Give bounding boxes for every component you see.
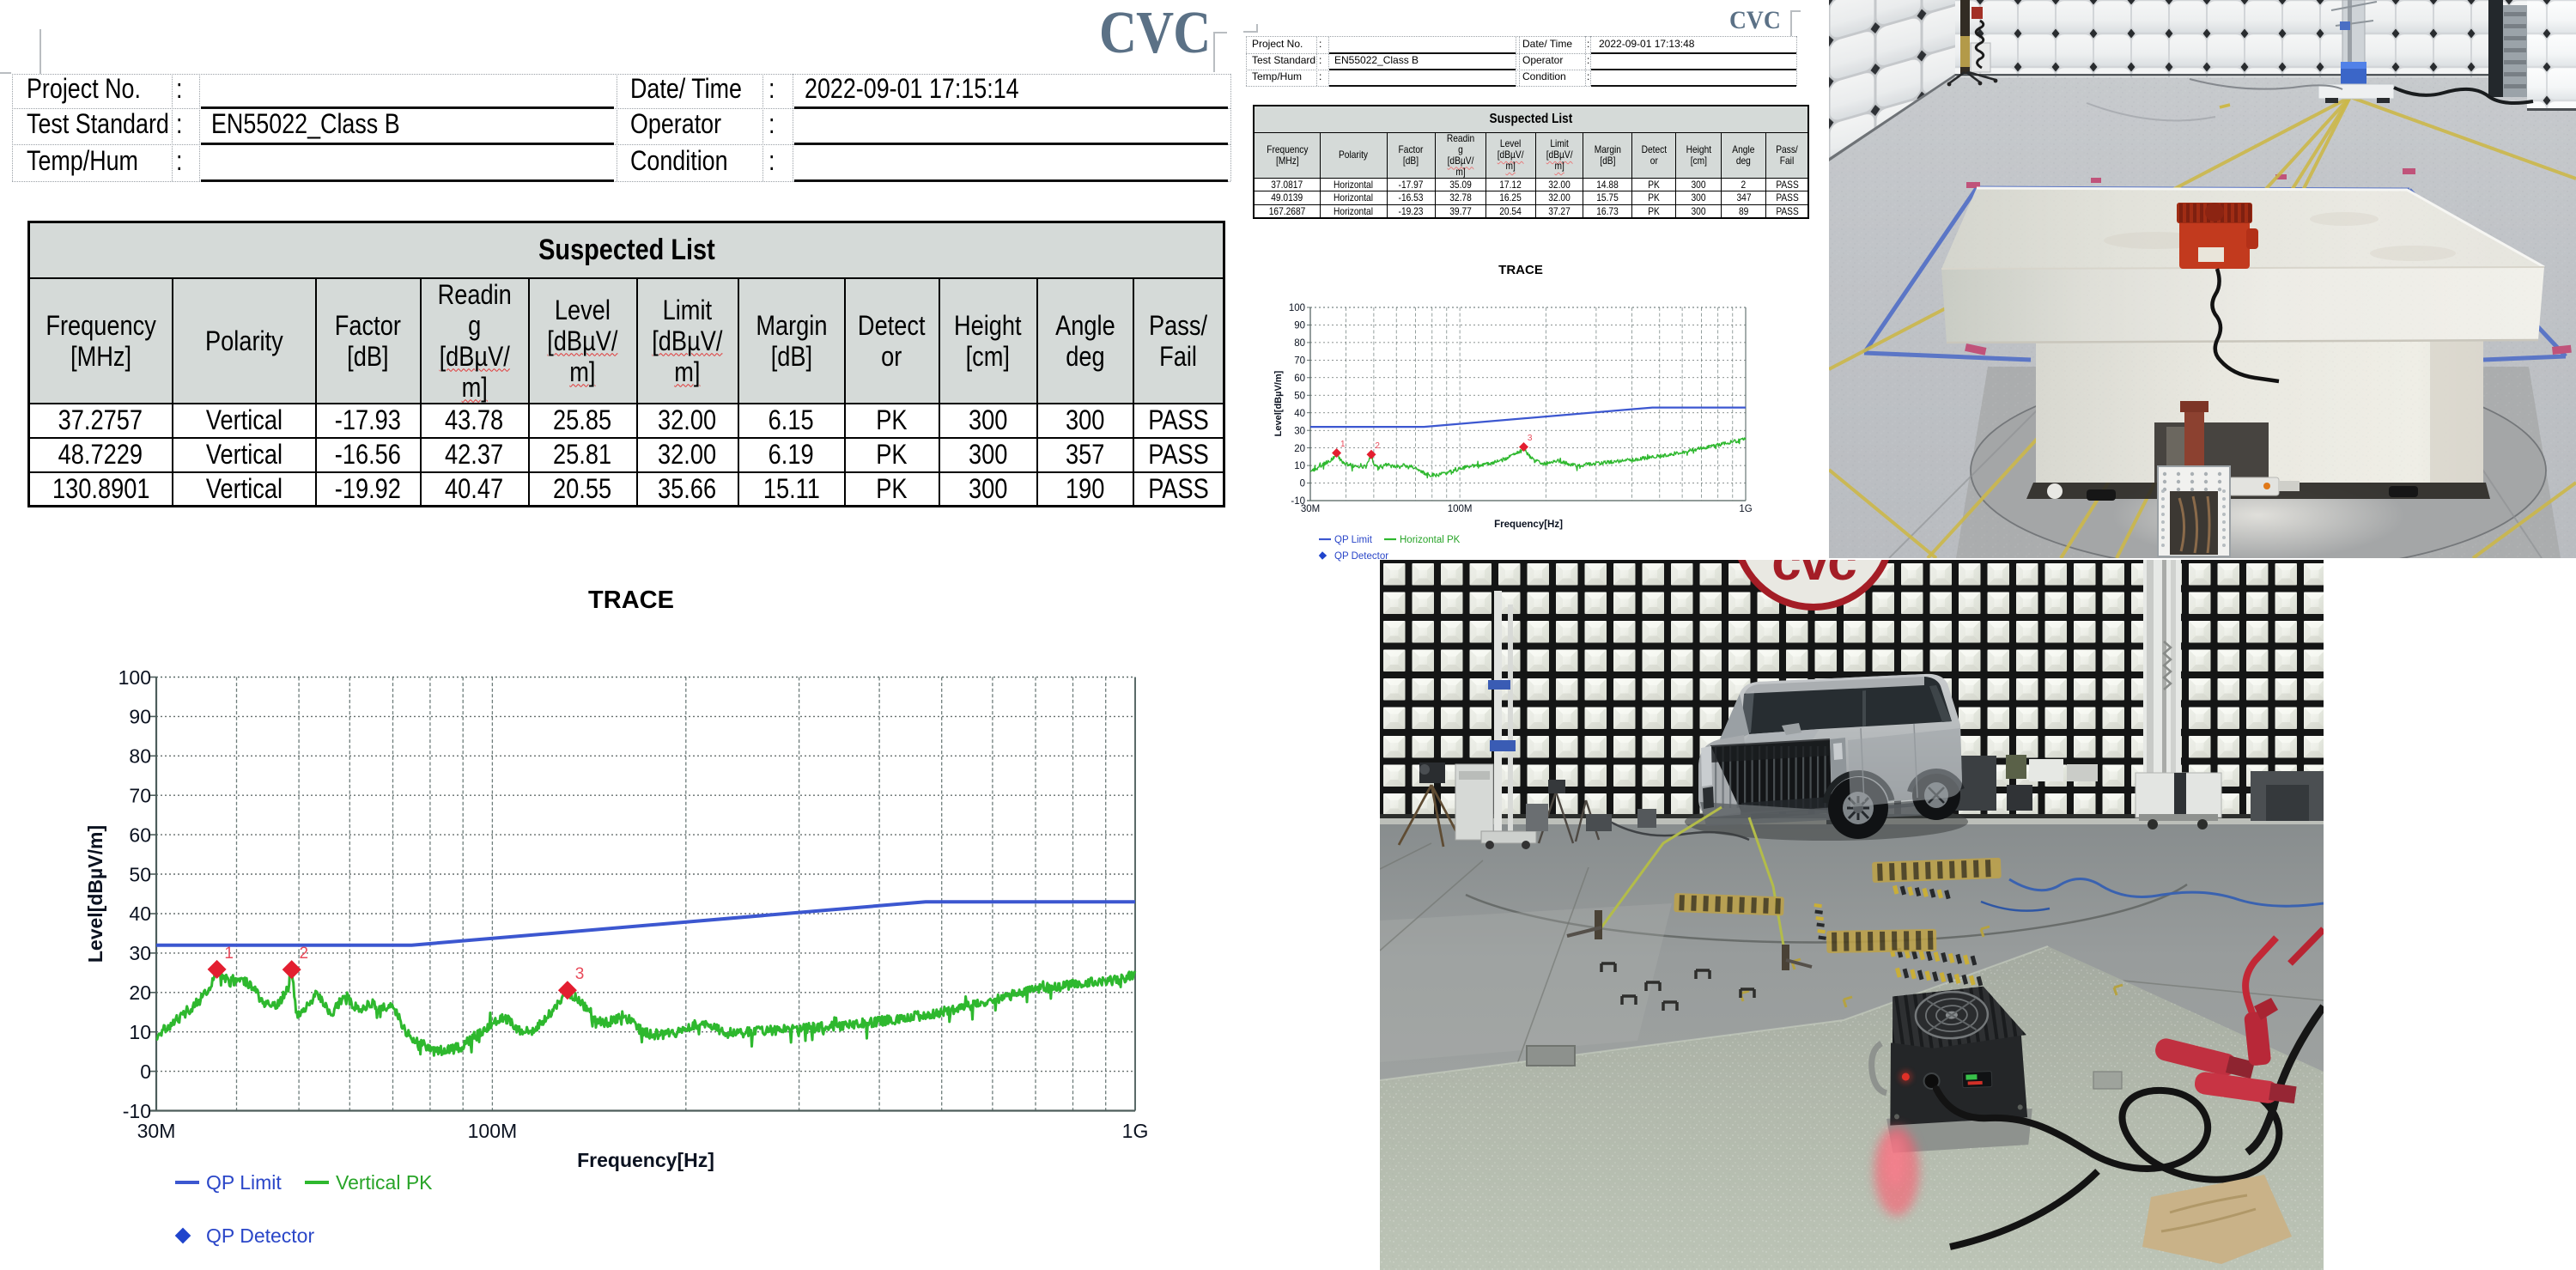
svg-text:cvc: cvc bbox=[1771, 560, 1856, 592]
svg-text:60: 60 bbox=[129, 823, 151, 846]
svg-text:1: 1 bbox=[224, 945, 234, 963]
svg-text:Level[dBµV/m]: Level[dBµV/m] bbox=[1273, 370, 1284, 436]
svg-text:1: 1 bbox=[1340, 440, 1346, 449]
svg-text:90: 90 bbox=[1294, 321, 1305, 331]
svg-text:Frequency[Hz]: Frequency[Hz] bbox=[577, 1149, 714, 1171]
svg-text:80: 80 bbox=[129, 745, 151, 768]
svg-text:QP Detector: QP Detector bbox=[206, 1224, 314, 1247]
svg-text:50: 50 bbox=[129, 863, 151, 885]
svg-text:90: 90 bbox=[129, 706, 151, 728]
svg-text:QP Limit: QP Limit bbox=[1334, 535, 1373, 545]
svg-text:0: 0 bbox=[140, 1060, 151, 1083]
svg-text:3: 3 bbox=[575, 965, 585, 983]
svg-text:30: 30 bbox=[129, 942, 151, 964]
svg-text:Vertical PK: Vertical PK bbox=[336, 1171, 433, 1194]
svg-text:0: 0 bbox=[1300, 479, 1305, 489]
svg-text:10: 10 bbox=[1294, 461, 1305, 471]
svg-text:QP Limit: QP Limit bbox=[206, 1171, 282, 1194]
svg-text:1G: 1G bbox=[1739, 504, 1752, 514]
svg-text:1G: 1G bbox=[1122, 1120, 1149, 1142]
svg-text:Horizontal PK: Horizontal PK bbox=[1400, 535, 1461, 545]
svg-text:30M: 30M bbox=[137, 1120, 176, 1142]
svg-text:-10: -10 bbox=[1291, 496, 1305, 507]
svg-text:40: 40 bbox=[1294, 409, 1305, 419]
svg-text:20: 20 bbox=[1294, 444, 1305, 454]
svg-text:2: 2 bbox=[1375, 441, 1380, 451]
svg-text:Frequency[Hz]: Frequency[Hz] bbox=[1494, 520, 1563, 530]
svg-text:70: 70 bbox=[1294, 356, 1305, 367]
svg-text:80: 80 bbox=[1294, 338, 1305, 349]
svg-text:70: 70 bbox=[129, 785, 151, 807]
svg-text:3: 3 bbox=[1528, 434, 1533, 443]
svg-text:20: 20 bbox=[129, 981, 151, 1004]
svg-text:100M: 100M bbox=[468, 1120, 518, 1142]
svg-text:2: 2 bbox=[300, 945, 309, 963]
svg-text:-10: -10 bbox=[123, 1100, 151, 1122]
svg-text:10: 10 bbox=[129, 1021, 151, 1043]
svg-text:100M: 100M bbox=[1448, 504, 1473, 514]
svg-text:Level[dBµV/m]: Level[dBµV/m] bbox=[84, 825, 106, 963]
svg-text:30M: 30M bbox=[1301, 504, 1320, 514]
svg-text:30: 30 bbox=[1294, 426, 1305, 436]
svg-text:QP Detector: QP Detector bbox=[1334, 551, 1388, 562]
svg-text:60: 60 bbox=[1294, 374, 1305, 384]
svg-text:100: 100 bbox=[118, 666, 151, 689]
svg-text:50: 50 bbox=[1294, 391, 1305, 401]
svg-text:100: 100 bbox=[1289, 303, 1305, 313]
svg-text:40: 40 bbox=[129, 902, 151, 925]
